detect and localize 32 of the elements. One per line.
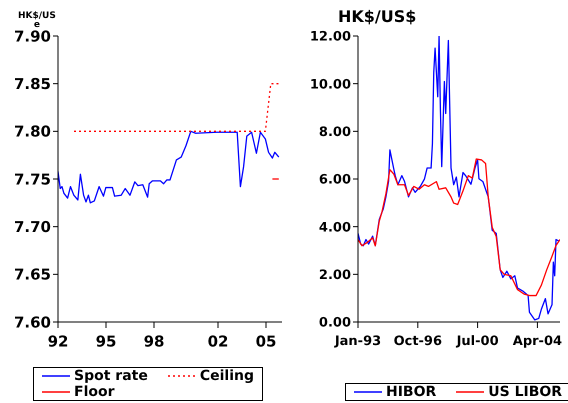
x-tick-label: Apr-04 [512, 334, 562, 350]
y-tick-label: 12.00 [310, 30, 351, 45]
y-axis-title: HK$/US e [18, 11, 56, 30]
line-series [358, 158, 560, 296]
y-tick-label: 7.85 [14, 74, 51, 93]
x-tick-label: 05 [256, 332, 276, 351]
legend-label: Floor [74, 384, 115, 400]
x-tick-label: 98 [144, 332, 164, 351]
y-tick-label: 7.80 [14, 122, 51, 141]
y-tick-label: 8.00 [318, 124, 351, 140]
legend-label: Ceiling [200, 368, 254, 384]
x-tick-label: 02 [208, 332, 228, 351]
y-tick-label: 2.00 [318, 268, 351, 283]
x-tick-label: Oct-96 [394, 334, 442, 350]
y-tick-label: 7.65 [14, 266, 51, 284]
legend-label: HIBOR [386, 384, 436, 400]
y-tick-label: 7.90 [14, 27, 51, 46]
line-series [58, 130, 280, 204]
y-tick-label: 6.00 [318, 172, 351, 188]
x-tick-label: 95 [96, 332, 116, 351]
y-tick-label: 0.00 [318, 316, 351, 331]
y-tick-label: 7.75 [14, 170, 51, 188]
legend-label: US LIBOR [488, 384, 562, 400]
x-tick-label: 92 [48, 332, 68, 351]
y-tick-label: 7.60 [14, 313, 51, 332]
legend-label: Spot rate [74, 368, 148, 384]
x-tick-label: Jul-00 [456, 334, 499, 350]
x-tick-label: Jan-93 [334, 334, 382, 350]
y-tick-label: 4.00 [318, 220, 351, 236]
y-tick-label: 7.70 [14, 218, 51, 236]
y-tick-label: 10.00 [310, 77, 351, 92]
y-axis-title: HK$/US$ [338, 7, 416, 26]
